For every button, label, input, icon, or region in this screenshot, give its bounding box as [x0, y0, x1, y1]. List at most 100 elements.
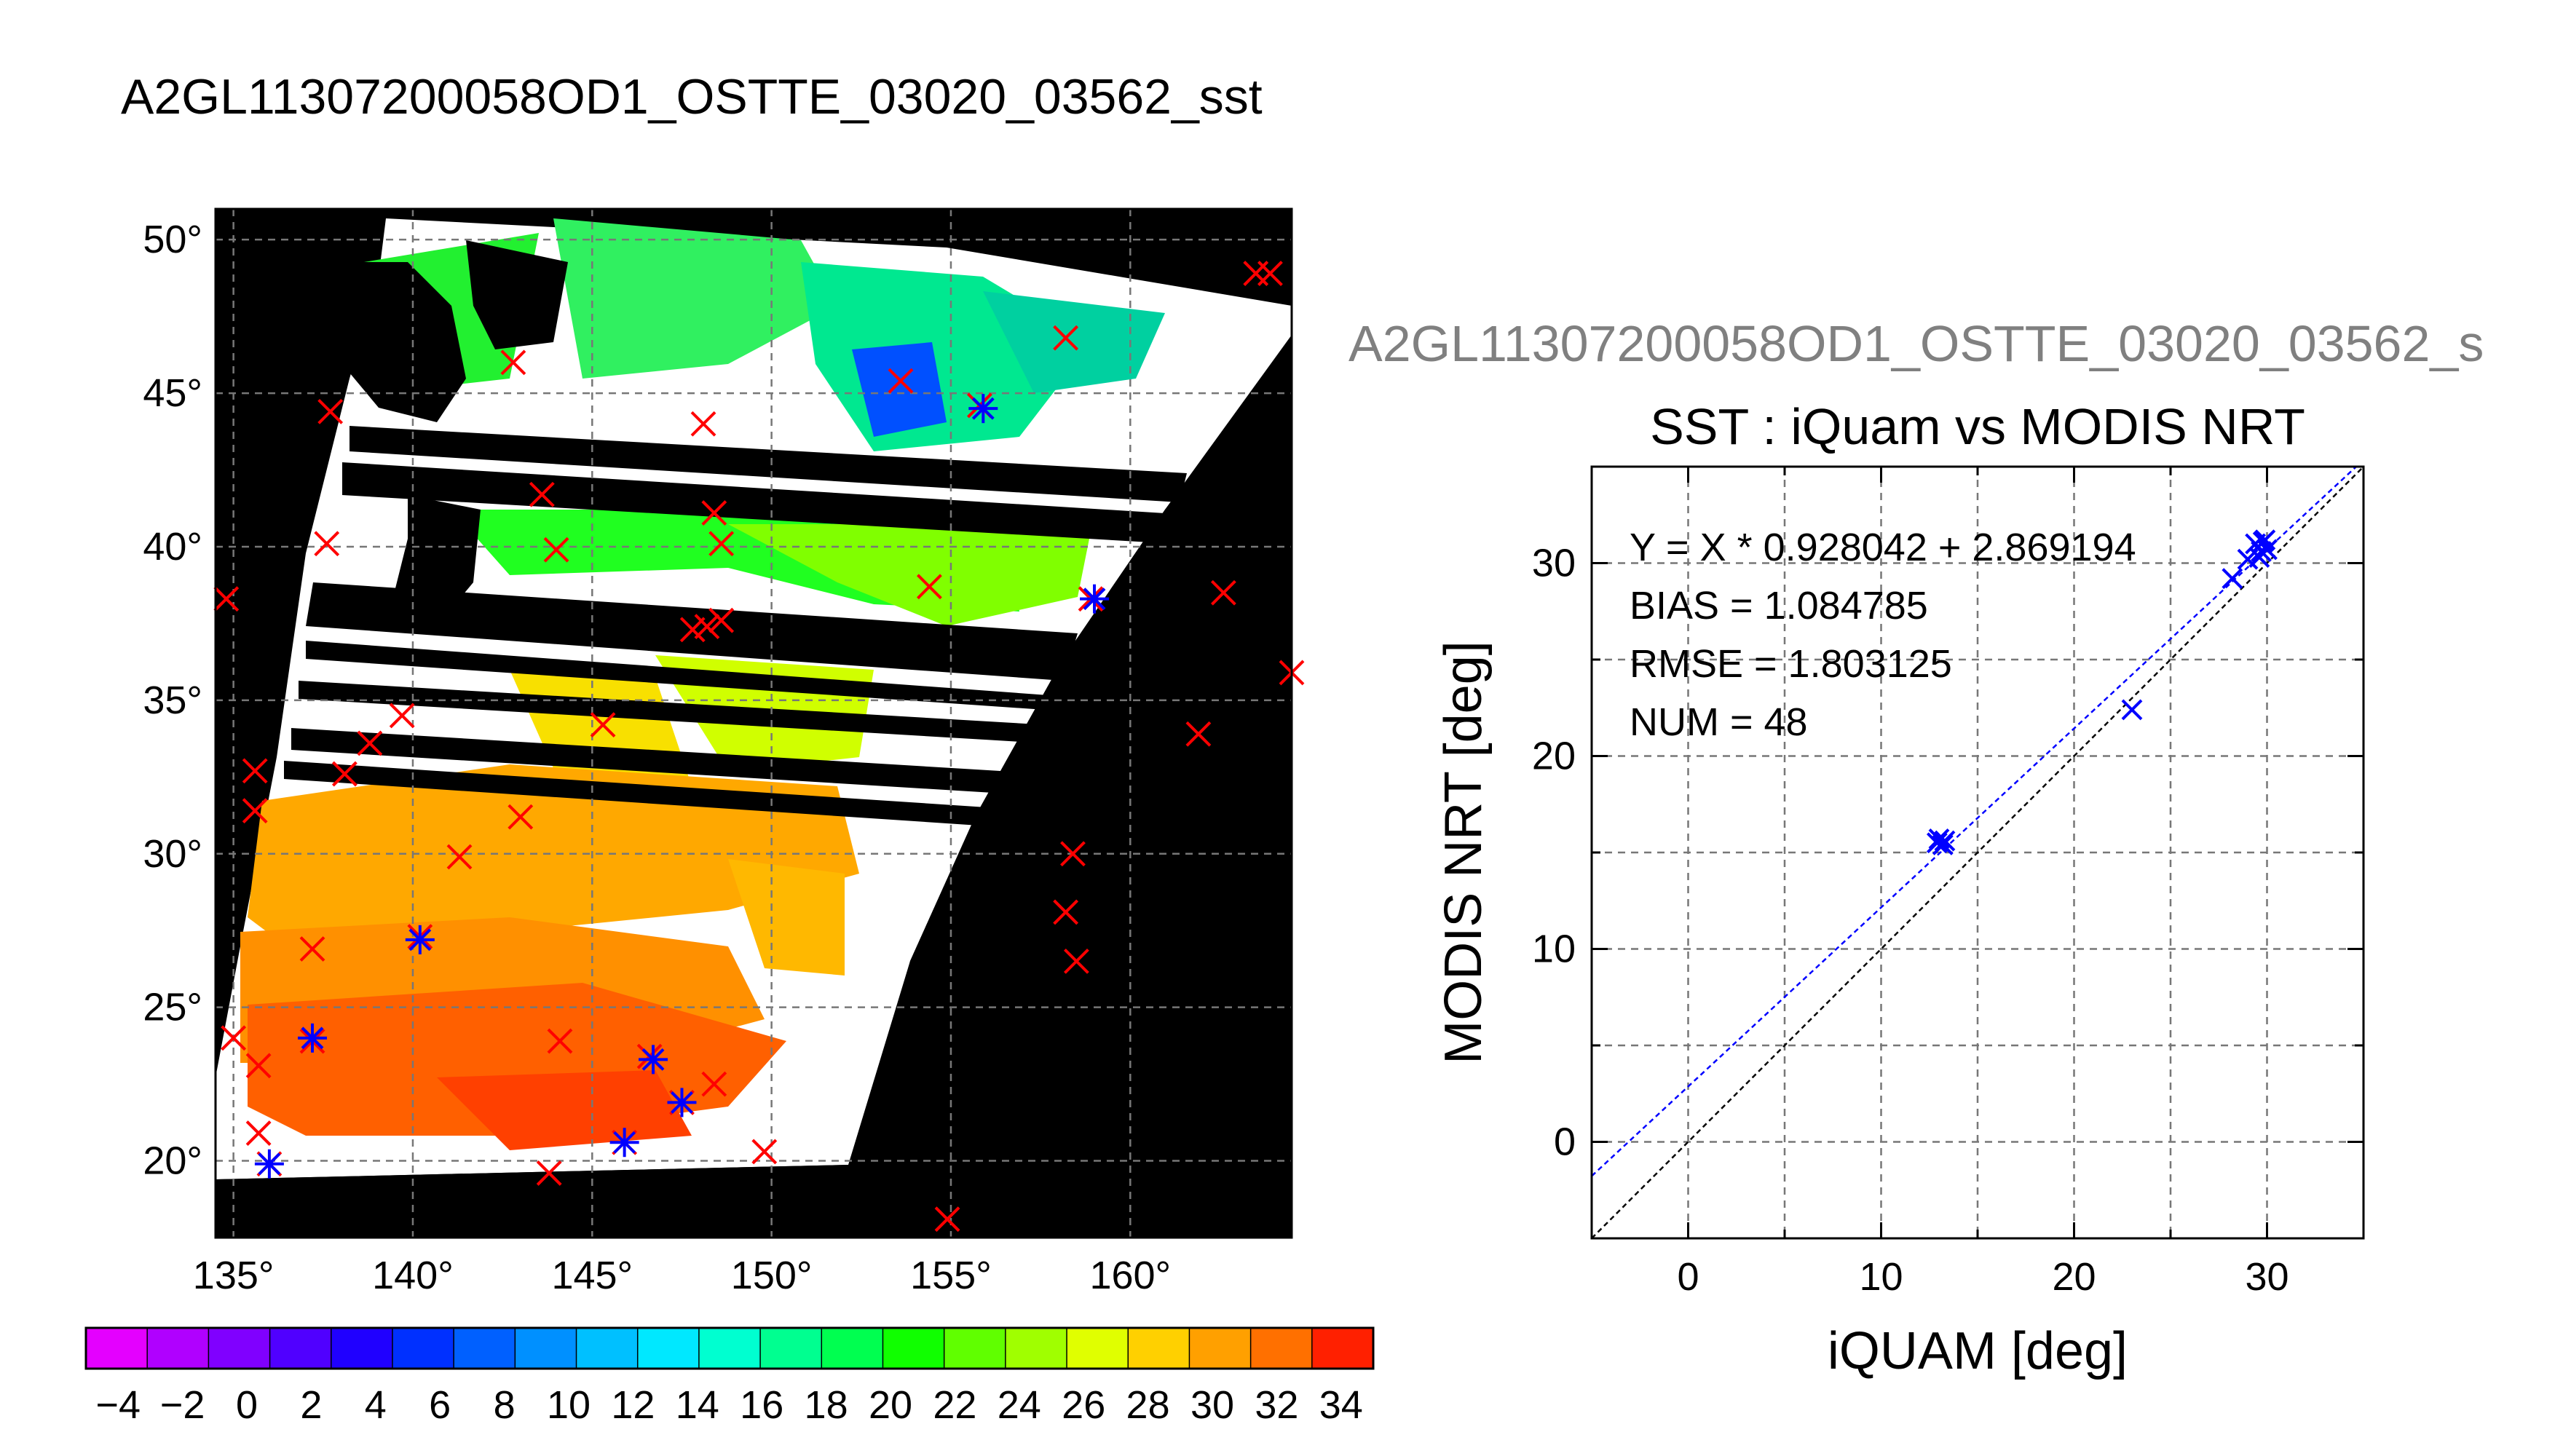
out-of-swath: [848, 335, 1292, 1238]
y-axis-label: MODIS NRT [deg]: [1434, 641, 1493, 1064]
y-tick-label: 10: [1532, 927, 1576, 971]
match-marker: [934, 1206, 960, 1233]
colorbar-swatch: [1250, 1328, 1313, 1369]
match-marker: [1210, 579, 1236, 606]
colorbar-swatch: [944, 1328, 1006, 1369]
colorbar-swatch: [147, 1328, 210, 1369]
colorbar-tick-label: 10: [547, 1383, 591, 1427]
colorbar-tick-label: 28: [1126, 1383, 1170, 1427]
match-marker: [1185, 721, 1212, 747]
match-marker: [213, 586, 240, 612]
colorbar-swatch: [821, 1328, 884, 1369]
sst-patch: [852, 342, 947, 437]
lat-tick-label: 40°: [143, 525, 202, 569]
lon-tick-label: 150°: [731, 1254, 813, 1297]
stat-fit-equation: Y = X * 0.928042 + 2.869194: [1630, 526, 2136, 569]
colorbar-tick-label: 16: [740, 1383, 783, 1427]
swath-gap: [306, 641, 1049, 710]
match-marker: [916, 574, 942, 600]
iquam-marker: [1080, 584, 1110, 614]
match-marker: [1060, 841, 1086, 867]
colorbar-tick-label: 4: [365, 1383, 387, 1427]
swath-gap: [284, 761, 998, 826]
swath-gap: [342, 462, 1165, 542]
iquam-marker: [254, 1149, 284, 1179]
sst-patch: [553, 218, 837, 379]
match-marker: [299, 936, 325, 962]
scatter-point: [2248, 547, 2270, 568]
lat-tick-label: 50°: [143, 218, 202, 261]
colorbar-tick-label: 8: [494, 1383, 516, 1427]
colorbar-tick-label: 22: [933, 1383, 976, 1427]
sst-patch: [437, 1070, 692, 1150]
match-marker: [245, 1120, 272, 1147]
match-marker: [1053, 899, 1079, 925]
match-marker: [331, 761, 358, 787]
swath-gap: [291, 728, 1012, 794]
lon-tick-label: 140°: [372, 1254, 454, 1297]
scatter-stats: Y = X * 0.928042 + 2.869194 BIAS = 1.084…: [1630, 526, 2136, 744]
secondary-title: A2GL11307200058OD1_OSTTE_03020_03562_s: [1348, 315, 2484, 372]
colorbar-swatch: [1189, 1328, 1252, 1369]
match-marker: [245, 1053, 272, 1079]
iquam-marker: [639, 1045, 668, 1075]
match-marker: [1053, 325, 1079, 351]
lon-tick-label: 145°: [551, 1254, 633, 1297]
sst-swath: [216, 218, 1292, 1238]
colorbar-tick-label: 18: [805, 1383, 848, 1427]
match-marker: [500, 349, 526, 376]
colorbar-swatch: [637, 1328, 700, 1369]
match-marker: [1063, 948, 1089, 974]
swath-gap: [350, 426, 1187, 502]
land-mass: [466, 240, 568, 349]
colorbar-tick-label: −4: [95, 1383, 141, 1427]
colorbar-swatch: [576, 1328, 639, 1369]
land-mass: [393, 495, 481, 626]
match-marker: [529, 481, 555, 507]
match-marker: [317, 398, 344, 424]
match-marker: [690, 411, 716, 437]
match-marker: [314, 531, 340, 557]
colorbar-swatch: [269, 1328, 332, 1369]
colorbar-swatch: [1005, 1328, 1068, 1369]
colorbar-swatch: [208, 1328, 271, 1369]
sst-patch: [728, 859, 845, 976]
colorbar-tick-label: 2: [300, 1383, 322, 1427]
x-tick-label: 10: [1859, 1255, 1903, 1299]
colorbar-border: [84, 1326, 1375, 1370]
map-border: [214, 207, 1293, 1239]
land-mass: [335, 262, 466, 422]
iquam-marker: [667, 1088, 697, 1117]
colorbar-swatch: [882, 1328, 945, 1369]
y-tick-label: 30: [1532, 542, 1576, 585]
stat-count: NUM = 48: [1630, 700, 1808, 744]
colorbar-swatch: [515, 1328, 577, 1369]
scatter-points: [1926, 529, 2278, 855]
colorbar-swatch: [1067, 1328, 1129, 1369]
match-marker: [708, 531, 735, 557]
lon-tick-label: 135°: [193, 1254, 275, 1297]
x-tick-label: 20: [2052, 1255, 2096, 1299]
y-tick-label: 0: [1554, 1120, 1576, 1164]
colorbar-tick-label: 24: [998, 1383, 1041, 1427]
page-title: A2GL11307200058OD1_OSTTE_03020_03562_sst: [121, 69, 1263, 124]
lon-tick-label: 155°: [910, 1254, 992, 1297]
colorbar-tick-label: 20: [869, 1383, 912, 1427]
lat-tick-label: 30°: [143, 832, 202, 876]
x-axis-label: iQUAM [deg]: [1828, 1322, 2128, 1380]
scatter-point: [1934, 830, 1956, 852]
colorbar: [84, 1326, 1375, 1370]
y-tick-label: 20: [1532, 735, 1576, 778]
match-marker: [221, 1025, 247, 1051]
iquam-marker: [298, 1023, 328, 1053]
colorbar-tick-label: 30: [1190, 1383, 1234, 1427]
match-marker: [543, 537, 569, 563]
sst-patch: [983, 291, 1165, 393]
iquam-marker: [405, 925, 435, 954]
out-of-swath: [216, 1165, 848, 1238]
colorbar-tick-label: 26: [1062, 1383, 1105, 1427]
match-marker: [446, 844, 473, 870]
colorbar-tick-labels: −4 −2 0 2 4 6 8 10 12 14 16 18 20 22 24 26 28 30 32 34: [95, 1383, 1362, 1427]
